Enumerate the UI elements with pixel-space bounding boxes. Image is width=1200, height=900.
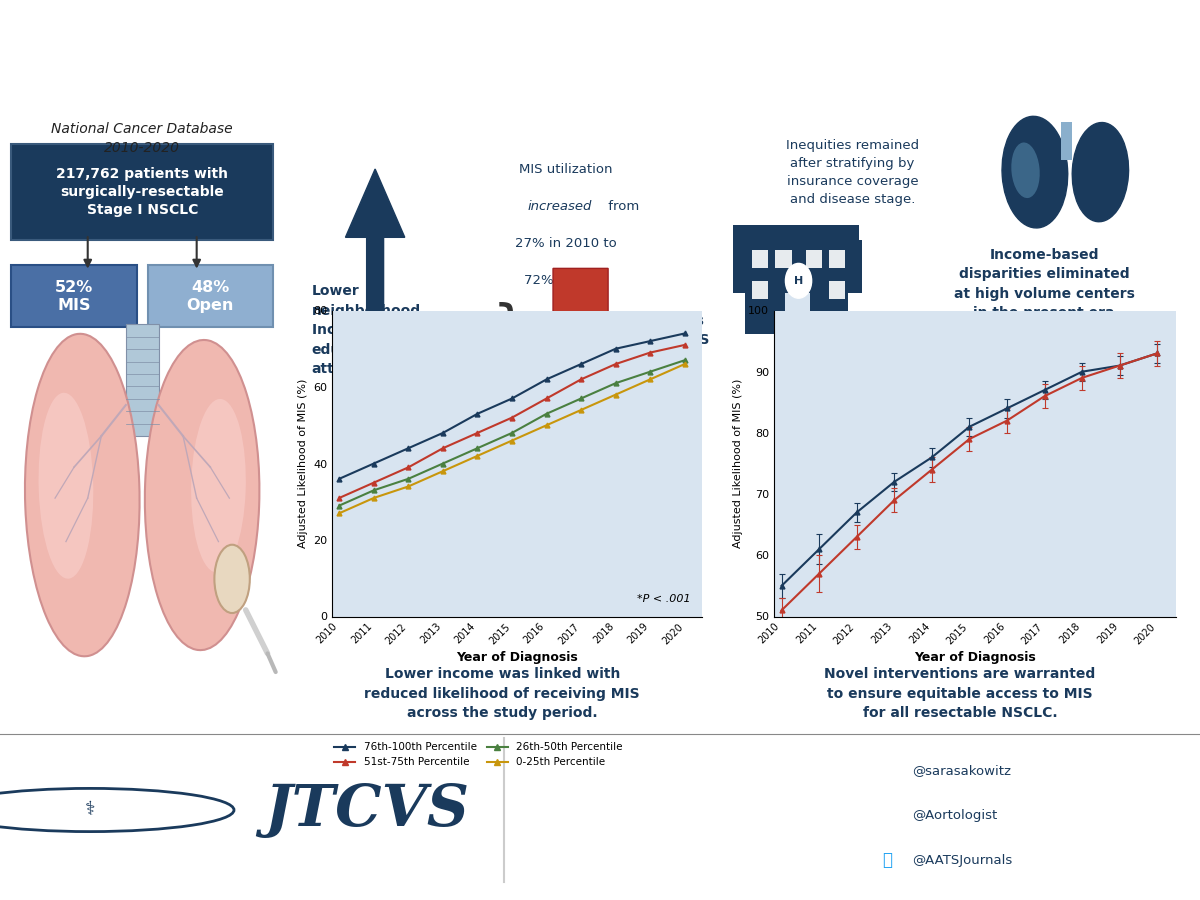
Ellipse shape <box>38 392 94 579</box>
Bar <box>733 240 758 293</box>
Legend: 76th-100th Percentile, 51st-75th Percentile, 26th-50th Percentile, 0-25th Percen: 76th-100th Percentile, 51st-75th Percent… <box>330 738 626 771</box>
Bar <box>751 281 768 300</box>
Text: ⚕: ⚕ <box>85 800 95 820</box>
Bar <box>836 240 862 293</box>
Text: Novel interventions are warranted
to ensure equitable access to MIS
for all rese: Novel interventions are warranted to ens… <box>824 667 1096 720</box>
Text: MIS utilization: MIS utilization <box>518 163 612 176</box>
Bar <box>785 293 810 334</box>
Polygon shape <box>520 268 642 405</box>
Bar <box>829 249 845 268</box>
Text: @AATSJournals: @AATSJournals <box>912 854 1013 867</box>
Ellipse shape <box>1073 122 1128 221</box>
Text: Lower income was linked with
reduced likelihood of receiving MIS
across the stud: Lower income was linked with reduced lik… <box>365 667 640 720</box>
Bar <box>775 249 792 268</box>
Text: 217,762 patients with
surgically-resectable
Stage I NSCLC: 217,762 patients with surgically-resecta… <box>56 166 228 218</box>
Text: @Aortologist: @Aortologist <box>912 809 997 822</box>
Ellipse shape <box>145 340 259 650</box>
Y-axis label: Adjusted Likelihood of MIS (%): Adjusted Likelihood of MIS (%) <box>732 379 743 548</box>
Circle shape <box>786 264 811 298</box>
Bar <box>1061 122 1073 159</box>
Text: increased: increased <box>528 200 592 212</box>
Ellipse shape <box>1002 116 1068 228</box>
Circle shape <box>0 788 234 832</box>
Text: H: H <box>794 275 803 286</box>
Text: 🐦: 🐦 <box>882 851 892 869</box>
Text: 48%
Open: 48% Open <box>187 280 234 313</box>
X-axis label: Year of Diagnosis: Year of Diagnosis <box>456 652 578 664</box>
Text: Income-based
disparities eliminated
at high volume centers
in the present era: Income-based disparities eliminated at h… <box>954 248 1135 320</box>
Y-axis label: Adjusted Likelihood of MIS (%): Adjusted Likelihood of MIS (%) <box>298 379 308 548</box>
Text: Association of Socioeconomic Status with Utilization of
Minimally-Invasive Resec: Association of Socioeconomic Status with… <box>253 23 947 67</box>
Ellipse shape <box>25 334 139 656</box>
Text: Odds
of MIS: Odds of MIS <box>660 314 709 346</box>
Polygon shape <box>346 169 404 324</box>
Text: JTCVS: JTCVS <box>264 782 469 838</box>
Text: 52%
MIS: 52% MIS <box>55 280 94 313</box>
Text: }: } <box>492 302 529 359</box>
Ellipse shape <box>191 399 246 572</box>
Bar <box>805 249 822 268</box>
Text: Lower
neighborhood
Income &
educational
attainment: Lower neighborhood Income & educational … <box>312 284 421 376</box>
Bar <box>829 281 845 300</box>
Ellipse shape <box>215 544 250 613</box>
Text: from: from <box>604 200 640 212</box>
FancyBboxPatch shape <box>12 266 137 328</box>
FancyBboxPatch shape <box>12 144 272 240</box>
Bar <box>126 324 158 436</box>
Bar <box>751 249 768 268</box>
FancyBboxPatch shape <box>148 266 272 328</box>
Text: Inequities remained
after stratifying by
insurance coverage
and disease stage.: Inequities remained after stratifying by… <box>786 139 919 205</box>
Ellipse shape <box>1012 142 1039 198</box>
Text: 72% in 2020: 72% in 2020 <box>523 274 608 287</box>
X-axis label: Year of Diagnosis: Year of Diagnosis <box>914 652 1036 664</box>
Text: @sarasakowitz: @sarasakowitz <box>912 764 1010 777</box>
Text: National Cancer Database
2010-2020: National Cancer Database 2010-2020 <box>52 122 233 155</box>
Bar <box>733 225 859 240</box>
Text: *P < .001: *P < .001 <box>637 594 691 604</box>
Bar <box>745 238 847 334</box>
Text: 27% in 2010 to: 27% in 2010 to <box>515 237 617 250</box>
